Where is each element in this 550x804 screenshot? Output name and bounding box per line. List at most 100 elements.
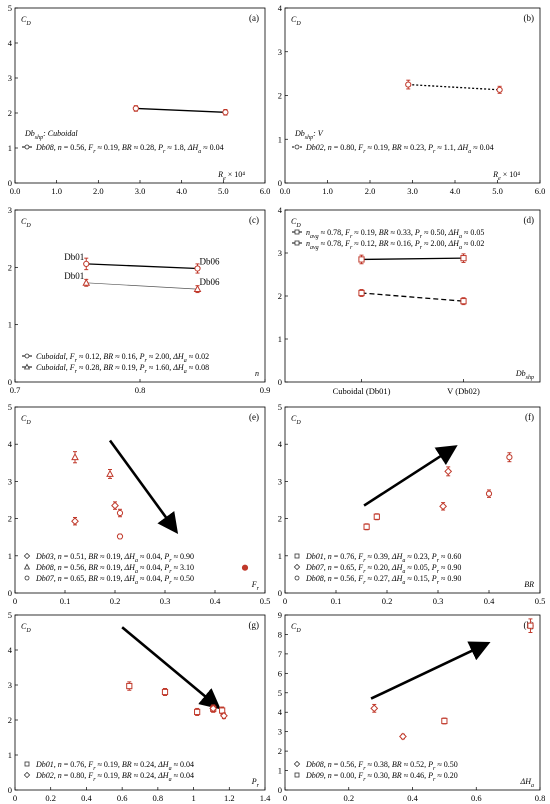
y-tick-label: 1 — [8, 551, 12, 561]
panel-label: (g) — [249, 620, 260, 630]
legend-marker — [294, 575, 300, 581]
x-tick-label: 6.0 — [535, 186, 546, 196]
y-tick-label: 5 — [278, 688, 282, 698]
data-point — [71, 452, 79, 461]
series-line — [86, 282, 198, 290]
chart-panel-g: 0 1 2 3 4 5 0 0.2 0.4 0.6 0.8 1 1.2 1.4 (g) CD Pr Db01, n… — [8, 610, 271, 803]
plot-frame — [14, 7, 266, 184]
legend-entry: Db01, n = 0.76, Fr ≈ 0.19, BR ≈ 0.24, ΔH… — [24, 760, 194, 772]
data-point — [71, 517, 79, 526]
y-tick-label: 2 — [278, 514, 282, 524]
x-tick-label: 5.0 — [218, 186, 229, 196]
y-tick-label: 5 — [278, 402, 282, 412]
point-label: Db06 — [200, 277, 220, 287]
x-tick-label: 0.4 — [407, 793, 418, 803]
legend-marker — [24, 575, 30, 581]
x-axis-label: ΔHa — [520, 777, 534, 789]
panel-annotation: Dbshp: V — [294, 129, 324, 141]
y-tick-label: 2 — [8, 108, 12, 118]
data-point — [116, 509, 124, 517]
legend-label: Db08, n = 0.56, BR ≈ 0.19, ΔHa ≈ 0.04, P… — [35, 563, 194, 575]
y-tick-label: 2 — [278, 291, 282, 301]
y-axis-label: CD — [21, 414, 31, 426]
legend-label: Db01, n = 0.76, Fr ≈ 0.39, ΔHa ≈ 0.23, P… — [305, 552, 461, 564]
legend-entry: Db09, n = 0.00, Fr ≈ 0.30, BR ≈ 0.46, Pr… — [294, 771, 458, 783]
legend-marker — [23, 771, 31, 779]
legend-marker — [24, 353, 30, 359]
y-tick-label: 4 — [278, 439, 283, 449]
y-tick-label: 0 — [8, 588, 12, 598]
x-tick-label: 2.0 — [365, 186, 376, 196]
y-tick-label: 1 — [278, 766, 282, 776]
y-tick-label: 1 — [8, 750, 12, 760]
x-tick-label: 0.2 — [343, 793, 354, 803]
data-point — [496, 86, 503, 93]
y-tick-label: 0 — [278, 785, 282, 795]
panel-annotation: Dbshp: Cuboidal — [24, 129, 78, 141]
x-tick-label: 5.0 — [492, 186, 503, 196]
data-point — [220, 711, 228, 720]
x-tick-label: 2.0 — [93, 186, 104, 196]
y-tick-label: 0 — [278, 377, 282, 387]
legend-label: Db07, n = 0.65, Fr ≈ 0.20, ΔHa ≈ 0.05, P… — [305, 563, 461, 575]
x-axis-label: Re × 10⁴ — [492, 170, 520, 182]
data-point — [106, 469, 114, 477]
y-tick-label: 7 — [278, 649, 282, 659]
y-tick-label: 2 — [278, 91, 282, 101]
y-tick-label: 1 — [8, 143, 12, 153]
y-tick-label: 2 — [8, 715, 12, 725]
chart-panel-f: 0 1 2 3 4 5 0 0.1 0.2 0.3 0.4 0.5 (f) CD BR Db01, n = 0… — [278, 402, 546, 606]
legend-marker — [23, 363, 31, 370]
y-tick-label: 2 — [278, 746, 282, 756]
data-point — [209, 704, 218, 713]
y-tick-label: 0 — [8, 178, 12, 188]
y-tick-label: 4 — [278, 707, 283, 717]
point-label: Db01 — [64, 252, 84, 262]
legend-label: Db07, n = 0.65, BR ≈ 0.19, ΔHa ≈ 0.04, P… — [35, 574, 194, 586]
panel-label: (c) — [249, 215, 259, 225]
series-line — [86, 263, 198, 270]
x-tick-label: 4.0 — [450, 186, 461, 196]
legend-marker — [293, 760, 301, 768]
y-tick-label: 4 — [278, 3, 283, 13]
x-tick-label: 0 — [283, 596, 287, 606]
x-tick-label: 0.8 — [535, 793, 546, 803]
x-tick-label: 0 — [13, 793, 17, 803]
legend-entry: Db07, n = 0.65, BR ≈ 0.19, ΔHa ≈ 0.04, P… — [24, 574, 194, 586]
data-point — [399, 732, 407, 741]
y-axis-label: CD — [21, 15, 31, 27]
legend-marker — [294, 229, 300, 235]
panel-label: (d) — [524, 215, 535, 225]
y-tick-label: 2 — [8, 262, 12, 272]
x-tick-label: 0.7 — [10, 385, 21, 395]
y-axis-label: CD — [21, 622, 31, 634]
legend-label: Db08, n = 0.56, Fr ≈ 0.38, BR ≈ 0.52, Pr… — [305, 760, 458, 772]
x-tick-label: 0.8 — [153, 793, 164, 803]
x-tick-label: 0.6 — [471, 793, 482, 803]
data-point — [111, 501, 119, 510]
x-axis-label: Pr — [251, 777, 260, 789]
legend-label: Db09, n = 0.00, Fr ≈ 0.30, BR ≈ 0.46, Pr… — [305, 771, 458, 783]
series-line — [408, 83, 500, 91]
x-tick-label: 0.4 — [210, 596, 221, 606]
data-point — [527, 622, 534, 629]
legend-label: Db08, n = 0.56, Fr ≈ 0.19, BR ≈ 0.28, Pr… — [35, 143, 224, 155]
y-tick-label: 5 — [8, 3, 12, 13]
legend-marker — [23, 563, 31, 570]
data-point — [82, 278, 91, 286]
legend-entry: navg ≈ 0.78, Fr ≈ 0.19, BR ≈ 0.33, Pr ≈ … — [292, 228, 484, 240]
x-category-label: Cuboidal (Db01) — [333, 386, 391, 396]
legend-entry: navg ≈ 0.78, Fr ≈ 0.12, BR ≈ 0.16, Pr ≈ … — [292, 239, 484, 251]
x-tick-label: 0.4 — [484, 596, 495, 606]
x-tick-label: 1.2 — [224, 793, 235, 803]
legend-entry: Db08, n = 0.56, BR ≈ 0.19, ΔHa ≈ 0.04, P… — [23, 563, 194, 575]
plot-frame — [284, 7, 541, 184]
data-point — [116, 533, 124, 540]
data-point — [358, 256, 365, 263]
legend-label: Cuboidal, Fr ≈ 0.12, BR ≈ 0.16, Pr ≈ 2.0… — [36, 352, 209, 364]
x-tick-label: 0.2 — [45, 793, 56, 803]
x-tick-label: 0.3 — [160, 596, 171, 606]
legend-label: navg ≈ 0.78, Fr ≈ 0.12, BR ≈ 0.16, Pr ≈ … — [306, 239, 484, 251]
x-axis-label: Dbshp — [515, 369, 534, 381]
data-point — [405, 81, 412, 88]
